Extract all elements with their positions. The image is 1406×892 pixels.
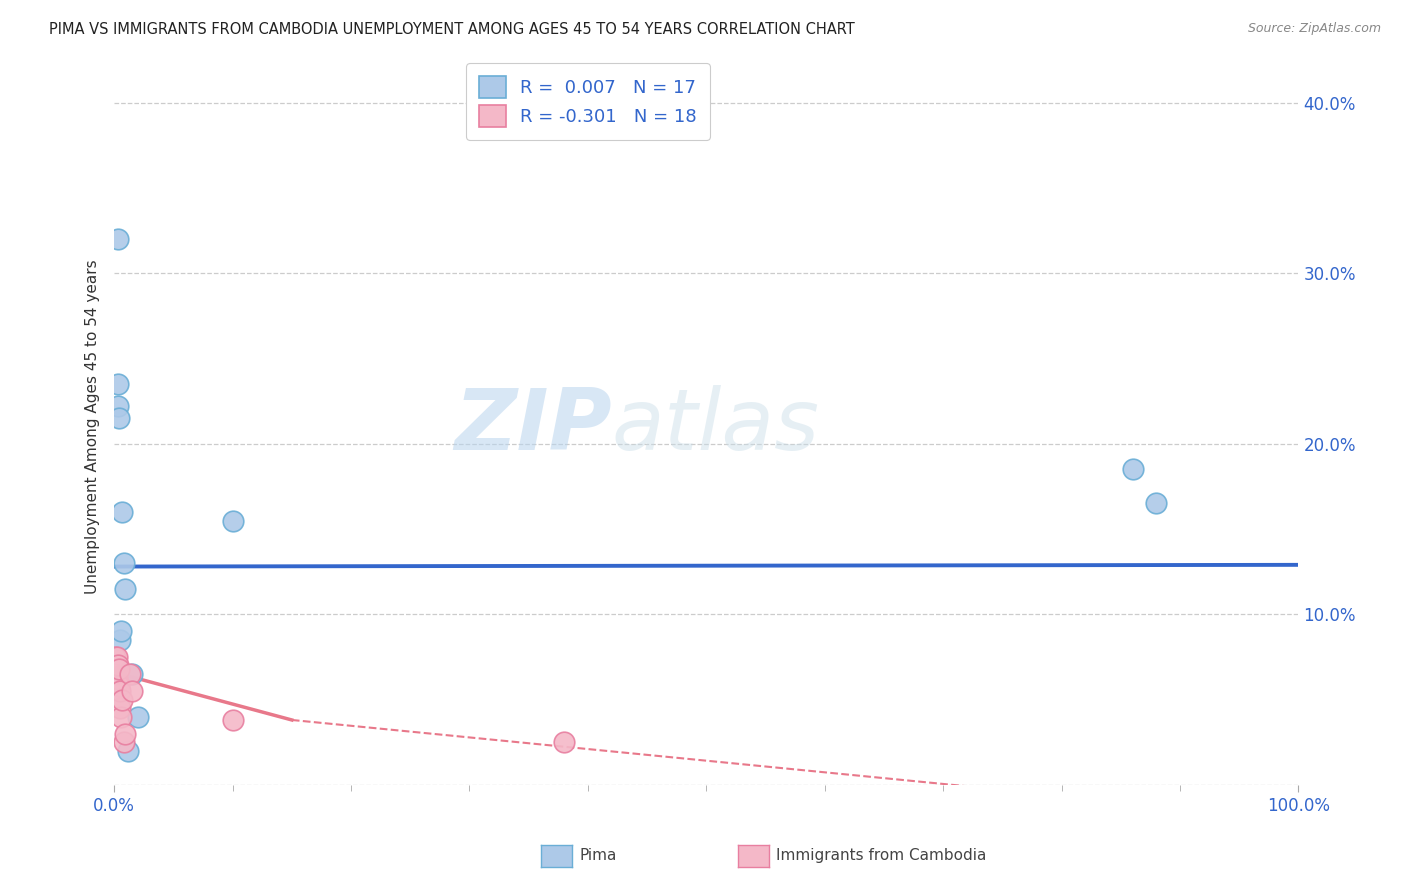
Legend: R =  0.007   N = 17, R = -0.301   N = 18: R = 0.007 N = 17, R = -0.301 N = 18 [467, 63, 710, 140]
Point [110, 624, 132, 639]
Point [107, 232, 129, 246]
Text: Pima: Pima [579, 848, 617, 863]
Point [1144, 496, 1167, 510]
Point [112, 735, 135, 749]
Text: Source: ZipAtlas.com: Source: ZipAtlas.com [1247, 22, 1381, 36]
Point [121, 667, 143, 681]
Point [105, 649, 128, 664]
Point [108, 632, 131, 647]
Point [110, 709, 132, 723]
Point [107, 658, 129, 673]
Point [104, 649, 127, 664]
Point [127, 709, 149, 723]
Point [107, 399, 129, 413]
Point [111, 505, 134, 519]
Point [108, 684, 131, 698]
Point [104, 667, 127, 681]
Point [111, 692, 134, 706]
Point [108, 662, 131, 676]
Point [1122, 462, 1144, 476]
Point [112, 556, 135, 570]
Point [107, 675, 129, 690]
Point [221, 713, 243, 727]
Point [108, 701, 131, 715]
Y-axis label: Unemployment Among Ages 45 to 54 years: Unemployment Among Ages 45 to 54 years [86, 260, 100, 594]
Text: Immigrants from Cambodia: Immigrants from Cambodia [776, 848, 987, 863]
Point [107, 377, 129, 392]
Point [221, 514, 243, 528]
Point [114, 582, 136, 596]
Text: atlas: atlas [612, 385, 820, 468]
Point [105, 672, 128, 686]
Point [118, 667, 141, 681]
Text: PIMA VS IMMIGRANTS FROM CAMBODIA UNEMPLOYMENT AMONG AGES 45 TO 54 YEARS CORRELAT: PIMA VS IMMIGRANTS FROM CAMBODIA UNEMPLO… [49, 22, 855, 37]
Point [108, 411, 131, 425]
Point [121, 684, 143, 698]
Point [553, 735, 575, 749]
Point [114, 726, 136, 740]
Text: ZIP: ZIP [454, 385, 612, 468]
Point [117, 744, 139, 758]
Point [108, 679, 131, 693]
